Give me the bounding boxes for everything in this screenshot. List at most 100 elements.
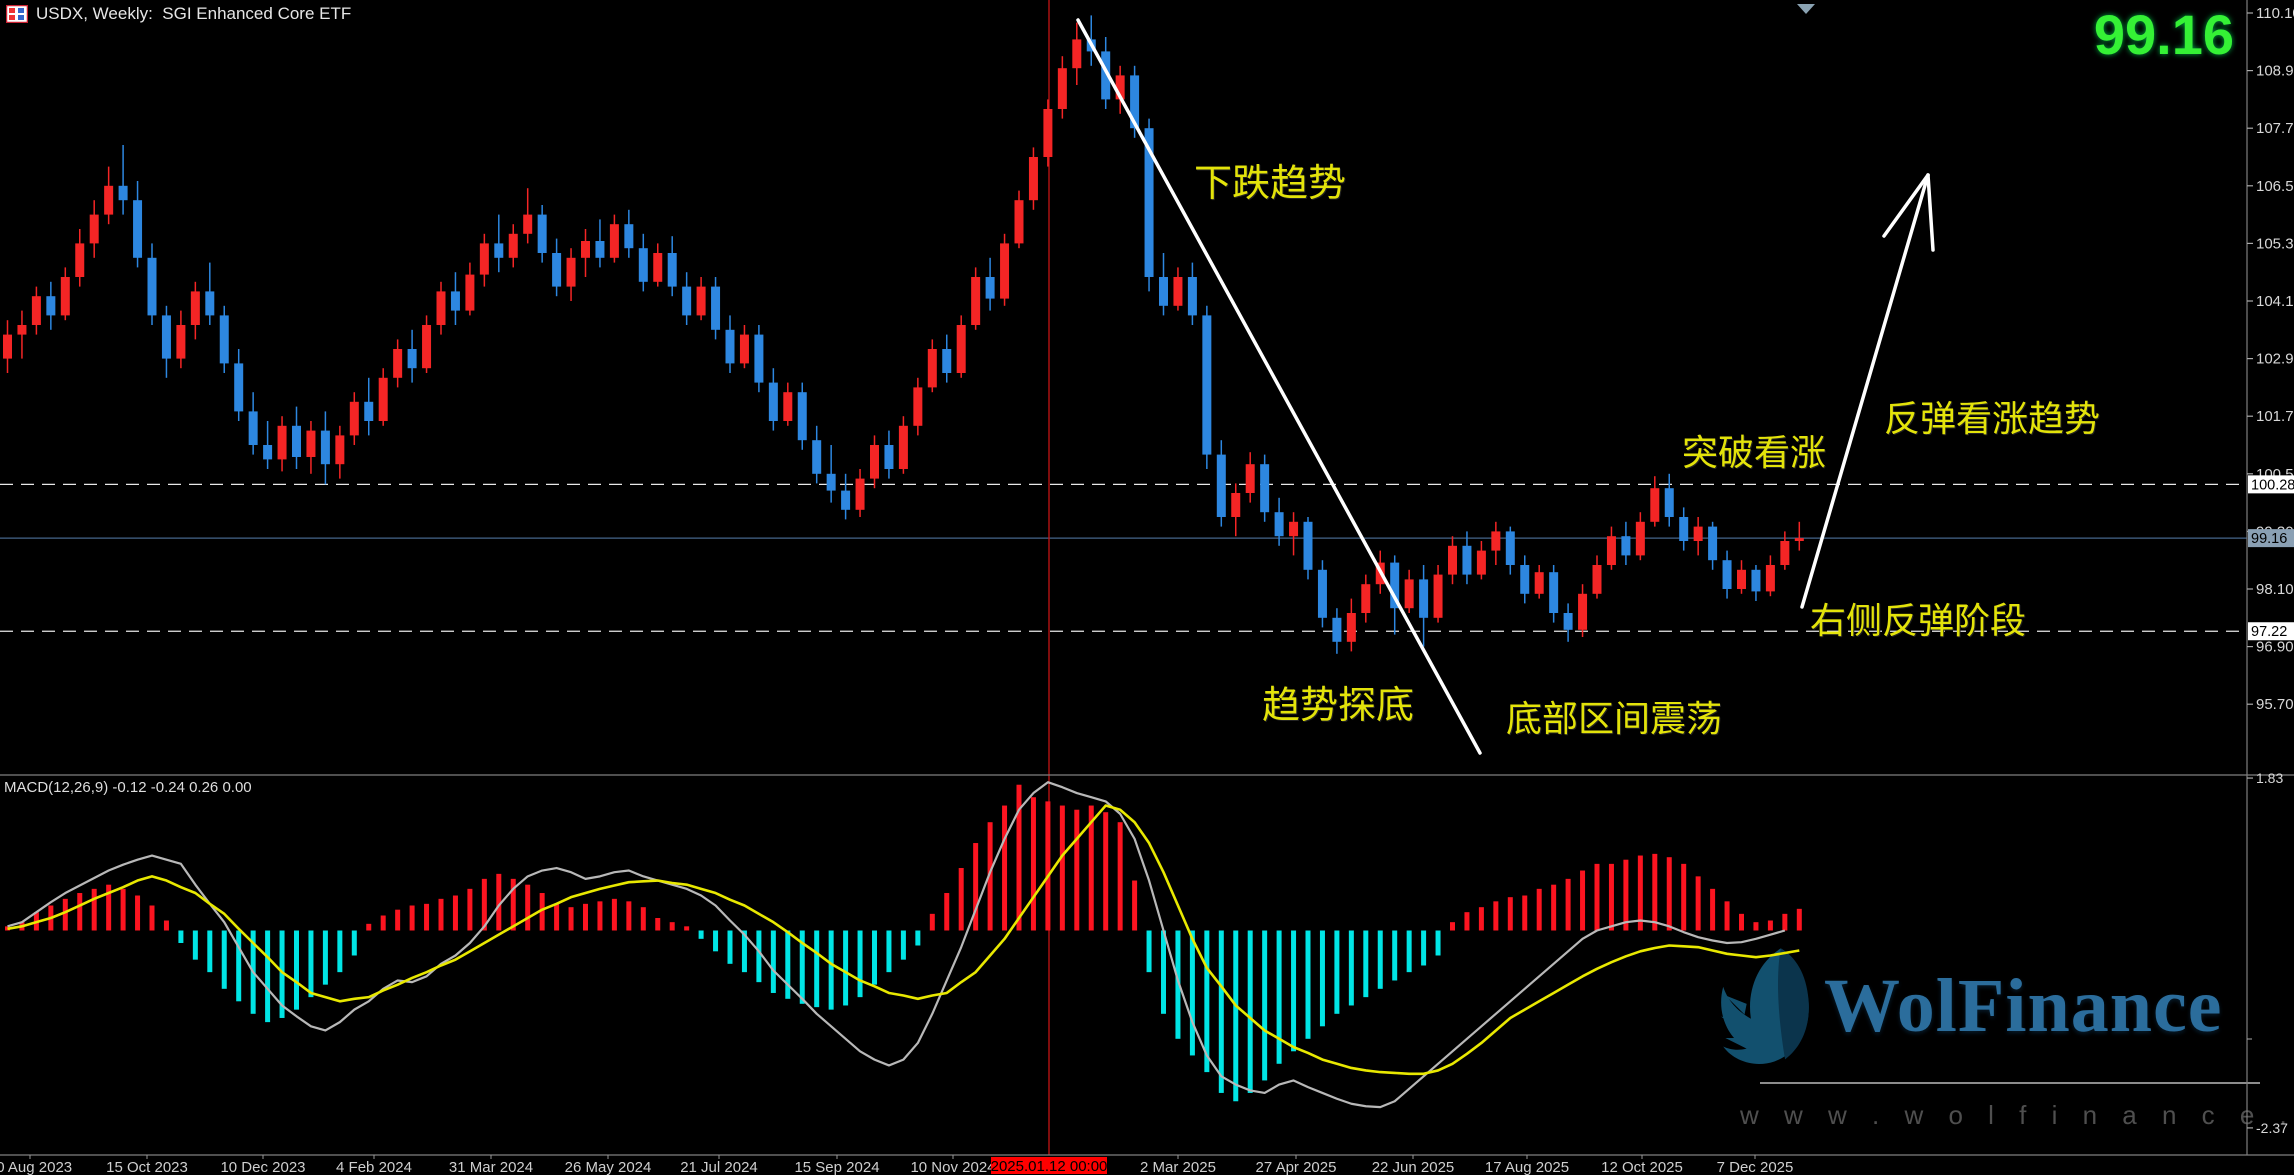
macd-histogram-bar	[1767, 920, 1773, 931]
candle-body	[1621, 536, 1631, 556]
candle-body	[494, 243, 504, 258]
watermark-site-text: w w w . w o l f i n a n c e . c o m	[1740, 1100, 2294, 1130]
macd-signal-line	[7, 804, 1800, 1076]
macd-histogram-bar	[1637, 855, 1643, 931]
candle-body	[1245, 464, 1255, 493]
macd-histogram-bar	[1348, 930, 1354, 1006]
candle-body	[248, 411, 258, 445]
time-axis-label: 7 Dec 2025	[1717, 1159, 1794, 1175]
time-axis-label: 21 Jul 2024	[680, 1159, 758, 1175]
macd-axis-label: 1.83	[2256, 770, 2283, 786]
macd-histogram-bar	[1117, 822, 1123, 931]
candle-body	[653, 253, 663, 282]
candle-body	[1130, 75, 1140, 129]
macd-histogram-bar	[1363, 930, 1369, 998]
macd-histogram-bar	[77, 893, 83, 931]
macd-histogram-bar	[597, 901, 603, 931]
candle-body	[1173, 277, 1183, 306]
price-axis-label: 104.10	[2256, 293, 2294, 310]
candle-body	[841, 490, 851, 510]
macd-histogram-bar	[539, 893, 545, 931]
candle-body	[1187, 277, 1197, 316]
macd-histogram-bar	[120, 888, 126, 931]
candle-body	[46, 296, 56, 316]
candle-body	[696, 286, 706, 316]
up-arrow[interactable]	[1800, 173, 1935, 609]
macd-histogram-bar	[308, 930, 314, 998]
macd-histogram-bar	[799, 930, 805, 1004]
candle-body	[581, 241, 590, 258]
candle-body	[1578, 593, 1588, 630]
candle-body	[1549, 572, 1559, 613]
time-axis-label: 15 Sep 2024	[794, 1159, 879, 1175]
macd-histogram-bar	[1739, 913, 1744, 931]
price-axis[interactable]: 110.10 108.90 107.70 106.50 105.30 104.10 102.…	[2247, 5, 2294, 713]
candle-body	[335, 435, 345, 465]
macd-histogram-bar	[1204, 930, 1210, 1073]
symbol-header: USDX, Weekly: SGI Enhanced Core ETF	[6, 4, 351, 24]
macd-histogram-bar	[1724, 901, 1730, 931]
candle-body	[422, 325, 432, 369]
candle-body	[1260, 464, 1270, 513]
big-price-display: 99.16	[2093, 3, 2234, 66]
candle-body	[1650, 488, 1660, 522]
candle-body	[913, 387, 923, 426]
time-axis[interactable]: 20 Aug 2023 15 Oct 2023 10 Dec 2023 4 Feb 2…	[0, 1155, 1793, 1175]
candle-body	[754, 334, 764, 383]
candle-body	[306, 430, 316, 457]
candle-body	[595, 241, 605, 258]
time-axis-label: 20 Aug 2023	[0, 1159, 72, 1175]
candle-body	[320, 430, 330, 465]
macd-histogram-bar	[583, 903, 588, 931]
macd-axis-label: -2.37	[2256, 1120, 2288, 1136]
candle-body	[1693, 526, 1703, 541]
candle-body	[31, 296, 41, 325]
macd-histogram-bar	[987, 822, 993, 931]
macd-histogram-bar	[1392, 930, 1398, 981]
time-axis-label: 10 Dec 2023	[220, 1159, 305, 1175]
price-axis-label: 102.90	[2256, 351, 2294, 368]
candle-body	[1520, 565, 1530, 594]
candle-body	[667, 253, 677, 287]
time-axis-label: 15 Oct 2023	[106, 1159, 188, 1175]
macd-axis[interactable]: 1.83 -2.37	[2247, 770, 2288, 1136]
price-badge-resistance	[2248, 475, 2294, 494]
candle-body	[3, 334, 12, 359]
macd-histogram-bar	[611, 898, 617, 931]
time-axis-label: 22 Jun 2025	[1372, 1159, 1455, 1175]
crosshair-date-label: 2025.01.12 00:00	[991, 1158, 1108, 1175]
macd-histogram-bar	[1305, 930, 1311, 1039]
macd-histogram-bar	[1247, 930, 1253, 1093]
time-axis-label: 10 Nov 2024	[910, 1159, 995, 1175]
macd-histogram-bar	[958, 868, 964, 931]
macd-histogram-bar	[857, 930, 863, 998]
time-axis-label: 26 May 2024	[565, 1159, 652, 1175]
macd-histogram-bar	[452, 895, 458, 931]
candle-body	[985, 277, 995, 299]
macd-histogram-bar	[1710, 888, 1716, 931]
macd-histogram-bar	[770, 930, 776, 993]
price-axis-label: 96.90	[2256, 639, 2294, 656]
candle-body	[190, 291, 200, 325]
candle-body	[812, 440, 822, 474]
downtrend-trendline[interactable]	[1076, 18, 1482, 755]
macd-histogram-bar	[1478, 907, 1484, 931]
candle-body	[1231, 493, 1241, 517]
macd-histogram-bar	[62, 898, 68, 931]
candle-body	[1679, 517, 1689, 541]
price-badge-current	[2248, 529, 2294, 548]
candle-body	[725, 329, 735, 364]
up-arrow-head	[1882, 173, 1930, 238]
candle-body	[1592, 565, 1602, 594]
candle-body	[104, 185, 114, 215]
candle-body	[1563, 613, 1573, 630]
macd-histogram-bar	[525, 884, 531, 931]
time-axis-label: 17 Aug 2025	[1485, 1159, 1569, 1175]
macd-histogram-bar	[785, 930, 791, 999]
macd-histogram-bar	[741, 930, 747, 973]
macd-histogram-bar	[438, 898, 444, 931]
macd-histogram-bar	[1218, 930, 1224, 1093]
candle-body	[1722, 560, 1732, 589]
